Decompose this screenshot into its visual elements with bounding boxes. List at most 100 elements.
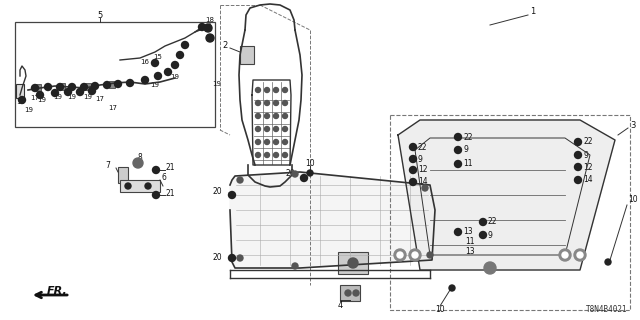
Text: 20: 20 [285, 169, 295, 178]
Circle shape [264, 100, 269, 106]
Circle shape [575, 177, 582, 183]
Text: 12: 12 [583, 163, 593, 172]
Circle shape [145, 183, 151, 189]
Text: 14: 14 [583, 175, 593, 185]
Text: 19: 19 [37, 97, 46, 103]
Circle shape [484, 262, 496, 274]
Circle shape [51, 90, 58, 97]
Circle shape [273, 114, 278, 118]
Circle shape [125, 183, 131, 189]
Text: 22: 22 [418, 142, 428, 151]
Text: 5: 5 [97, 11, 102, 20]
Circle shape [577, 252, 583, 258]
Bar [59, 83, 65, 90]
Circle shape [575, 151, 582, 158]
Text: 11: 11 [465, 237, 474, 246]
Circle shape [353, 290, 359, 296]
Circle shape [154, 73, 161, 79]
Bar [35, 84, 41, 91]
Circle shape [394, 249, 406, 261]
Circle shape [479, 231, 486, 238]
Text: 22: 22 [463, 132, 472, 141]
Circle shape [454, 161, 461, 167]
Text: 7: 7 [105, 161, 110, 170]
Circle shape [264, 87, 269, 92]
Bar [340, 285, 360, 301]
Text: 9: 9 [488, 230, 493, 239]
Circle shape [104, 82, 111, 89]
Circle shape [273, 153, 278, 157]
Circle shape [422, 185, 428, 191]
Text: 19: 19 [150, 82, 159, 88]
Circle shape [562, 252, 568, 258]
Circle shape [292, 171, 298, 177]
Text: 17: 17 [30, 95, 39, 101]
Text: 22: 22 [583, 138, 593, 147]
Text: 18: 18 [205, 17, 214, 23]
Circle shape [575, 164, 582, 171]
Circle shape [77, 89, 83, 95]
Text: 4: 4 [337, 301, 342, 310]
Circle shape [292, 263, 298, 269]
Polygon shape [398, 120, 615, 270]
Text: 11: 11 [463, 159, 472, 169]
Circle shape [449, 285, 455, 291]
Text: 10: 10 [435, 306, 445, 315]
Circle shape [264, 114, 269, 118]
Text: 13: 13 [465, 247, 475, 257]
Circle shape [479, 219, 486, 226]
Text: 21: 21 [165, 189, 175, 198]
Circle shape [264, 140, 269, 145]
Text: 19: 19 [16, 99, 25, 105]
Text: 9: 9 [418, 155, 423, 164]
Text: 17: 17 [95, 96, 104, 102]
Circle shape [575, 139, 582, 146]
Bar [15, 22, 215, 127]
Circle shape [68, 84, 76, 91]
Circle shape [45, 84, 51, 91]
Circle shape [88, 87, 95, 94]
Circle shape [237, 177, 243, 183]
Circle shape [198, 23, 205, 30]
Bar [390, 115, 630, 310]
Circle shape [133, 158, 143, 168]
Circle shape [412, 252, 418, 258]
Circle shape [559, 249, 571, 261]
Circle shape [115, 81, 122, 87]
Circle shape [237, 255, 243, 261]
Text: FR.: FR. [47, 286, 68, 296]
Text: 13: 13 [463, 228, 472, 236]
Circle shape [427, 252, 433, 258]
Circle shape [454, 133, 461, 140]
Text: 22: 22 [488, 218, 497, 227]
Text: 19: 19 [24, 107, 33, 113]
Text: 3: 3 [630, 121, 636, 130]
Circle shape [301, 174, 307, 181]
Text: 1: 1 [530, 7, 535, 17]
Circle shape [410, 156, 417, 163]
Polygon shape [230, 172, 435, 268]
Circle shape [282, 140, 287, 145]
Bar [338, 252, 368, 274]
Circle shape [454, 147, 461, 154]
Circle shape [152, 191, 159, 198]
Circle shape [410, 179, 417, 186]
Text: 20: 20 [212, 253, 222, 262]
Circle shape [282, 100, 287, 106]
Circle shape [206, 34, 214, 42]
Text: 16: 16 [140, 59, 149, 65]
Circle shape [255, 126, 260, 132]
Circle shape [255, 100, 260, 106]
Text: 19: 19 [83, 94, 92, 100]
Circle shape [282, 126, 287, 132]
Circle shape [19, 97, 26, 103]
Circle shape [36, 92, 44, 99]
Text: 8: 8 [138, 153, 142, 162]
Circle shape [65, 89, 72, 95]
Text: 9: 9 [583, 150, 588, 159]
Text: 2: 2 [222, 41, 227, 50]
Circle shape [410, 143, 417, 150]
Circle shape [56, 84, 63, 91]
Circle shape [152, 166, 159, 173]
Circle shape [273, 100, 278, 106]
